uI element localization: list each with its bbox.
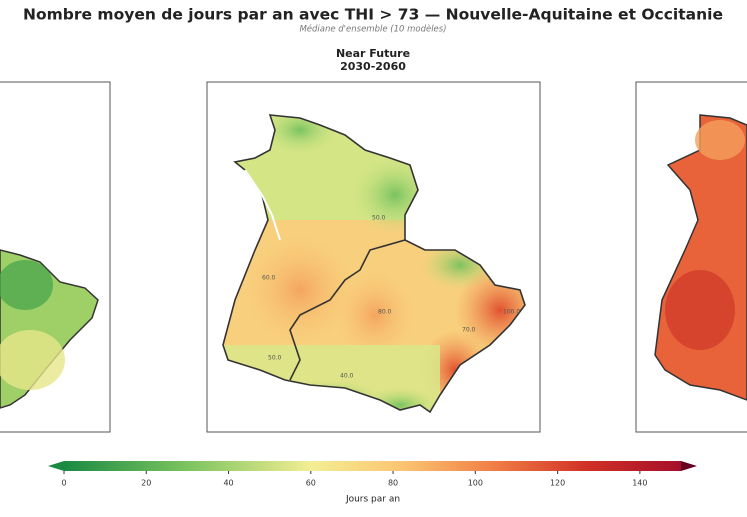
- map-shade: [665, 270, 735, 350]
- contour-label: 60.0: [262, 275, 276, 282]
- colorbar: 0 20 40 60 80 100 120 140: [48, 461, 697, 488]
- colorbar-tick-label: 140: [632, 479, 647, 488]
- contour-label: 100.0: [503, 309, 520, 316]
- colorbar-body: [64, 461, 681, 471]
- panel-period: 2030-2060: [340, 60, 406, 73]
- map-shade: [695, 120, 745, 160]
- colorbar-extend-high: [681, 461, 697, 471]
- subtitle: Médiane d'ensemble (10 modèles): [299, 24, 446, 35]
- colorbar-extend-low: [48, 461, 64, 471]
- colorbar-tick-label: 120: [550, 479, 565, 488]
- estuary: [244, 169, 281, 241]
- colorbar-tick-label: 60: [306, 479, 316, 488]
- colorbar-tick-label: 100: [468, 479, 483, 488]
- contour-label: 50.0: [268, 355, 282, 362]
- map-shade: [0, 330, 65, 390]
- contour-labels: 50.0 60.0 80.0 70.0 50.0 40.0 100.0: [262, 215, 520, 380]
- contour-label: 80.0: [378, 309, 392, 316]
- colorbar-tick-label: 20: [141, 479, 151, 488]
- colorbar-label: Jours par an: [345, 495, 400, 505]
- colorbar-tick-label: 0: [61, 479, 66, 488]
- map-shade: [0, 260, 53, 310]
- contour-label: 50.0: [372, 215, 386, 222]
- panel-title: Near Future: [336, 47, 410, 60]
- contour-label: 70.0: [462, 327, 476, 334]
- colorbar-tick-label: 80: [388, 479, 398, 488]
- colorbar-tick-label: 40: [223, 479, 233, 488]
- title: Nombre moyen de jours par an avec THI > …: [23, 6, 723, 24]
- contour-label: 40.0: [340, 373, 354, 380]
- region-border: [289, 239, 406, 381]
